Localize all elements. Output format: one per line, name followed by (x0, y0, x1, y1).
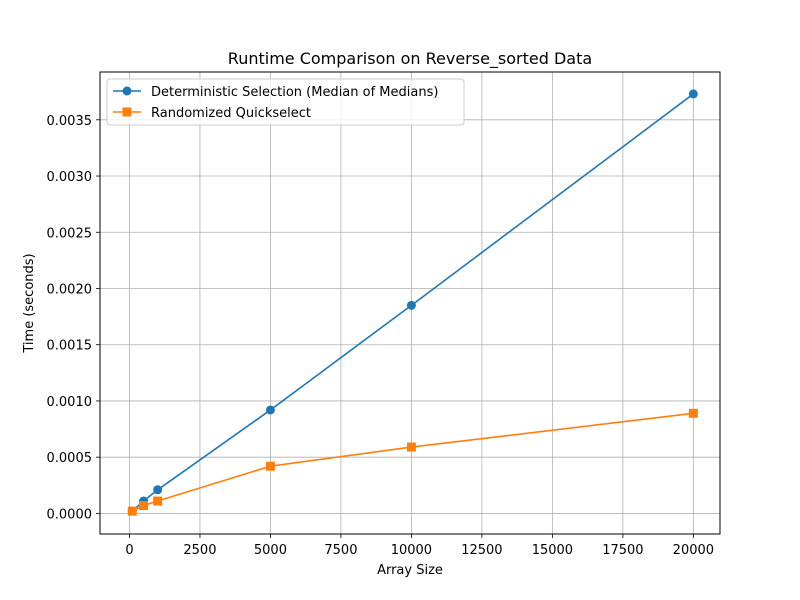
x-tick-label: 5000 (254, 543, 287, 558)
x-tick-label: 12500 (461, 543, 502, 558)
data-point-square (688, 408, 698, 418)
legend-label-deterministic: Deterministic Selection (Median of Media… (151, 85, 438, 100)
legend-label-randomized: Randomized Quickselect (151, 106, 311, 121)
legend-marker-deterministic (122, 86, 132, 96)
y-axis-label: Time (seconds) (22, 253, 37, 353)
y-tick-label: 0.0035 (47, 114, 93, 129)
grid (100, 72, 720, 534)
y-tick-label: 0.0015 (47, 339, 93, 354)
x-tick-label: 2500 (183, 543, 216, 558)
x-axis-label: Array Size (377, 563, 443, 578)
data-point-square (153, 496, 163, 506)
legend-marker-randomized (122, 107, 132, 117)
x-tick-label: 10000 (391, 543, 432, 558)
data-point-circle (406, 300, 416, 310)
data-point-square (139, 501, 149, 511)
y-axis-ticks: 0.0000 0.0005 0.0010 0.0015 0.0020 0.0025 0.00… (47, 114, 100, 522)
data-point-circle (153, 485, 163, 495)
x-tick-label: 7500 (324, 543, 357, 558)
data-point-circle (688, 89, 698, 99)
y-tick-label: 0.0025 (47, 226, 93, 241)
data-point-circle (265, 405, 275, 415)
legend-box (106, 78, 465, 126)
y-tick-label: 0.0030 (47, 170, 93, 185)
legend: Deterministic Selection (Median of Media… (106, 78, 465, 126)
data-point-square (127, 506, 137, 516)
plot-area-frame (99, 71, 721, 535)
x-tick-label: 0 (125, 543, 133, 558)
series-group (127, 89, 698, 516)
data-point-square (265, 461, 275, 471)
x-tick-label: 17500 (602, 543, 643, 558)
data-point-square (406, 442, 416, 452)
y-tick-label: 0.0020 (47, 282, 93, 297)
x-tick-label: 20000 (673, 543, 714, 558)
y-tick-label: 0.0010 (47, 395, 93, 410)
y-tick-label: 0.0005 (47, 451, 93, 466)
x-axis-ticks: 0 2500 5000 7500 10000 12500 15000 17500 20000 (125, 534, 714, 558)
x-tick-label: 15000 (532, 543, 573, 558)
y-tick-label: 0.0000 (47, 507, 93, 522)
chart-title: Runtime Comparison on Reverse_sorted Dat… (228, 49, 592, 69)
